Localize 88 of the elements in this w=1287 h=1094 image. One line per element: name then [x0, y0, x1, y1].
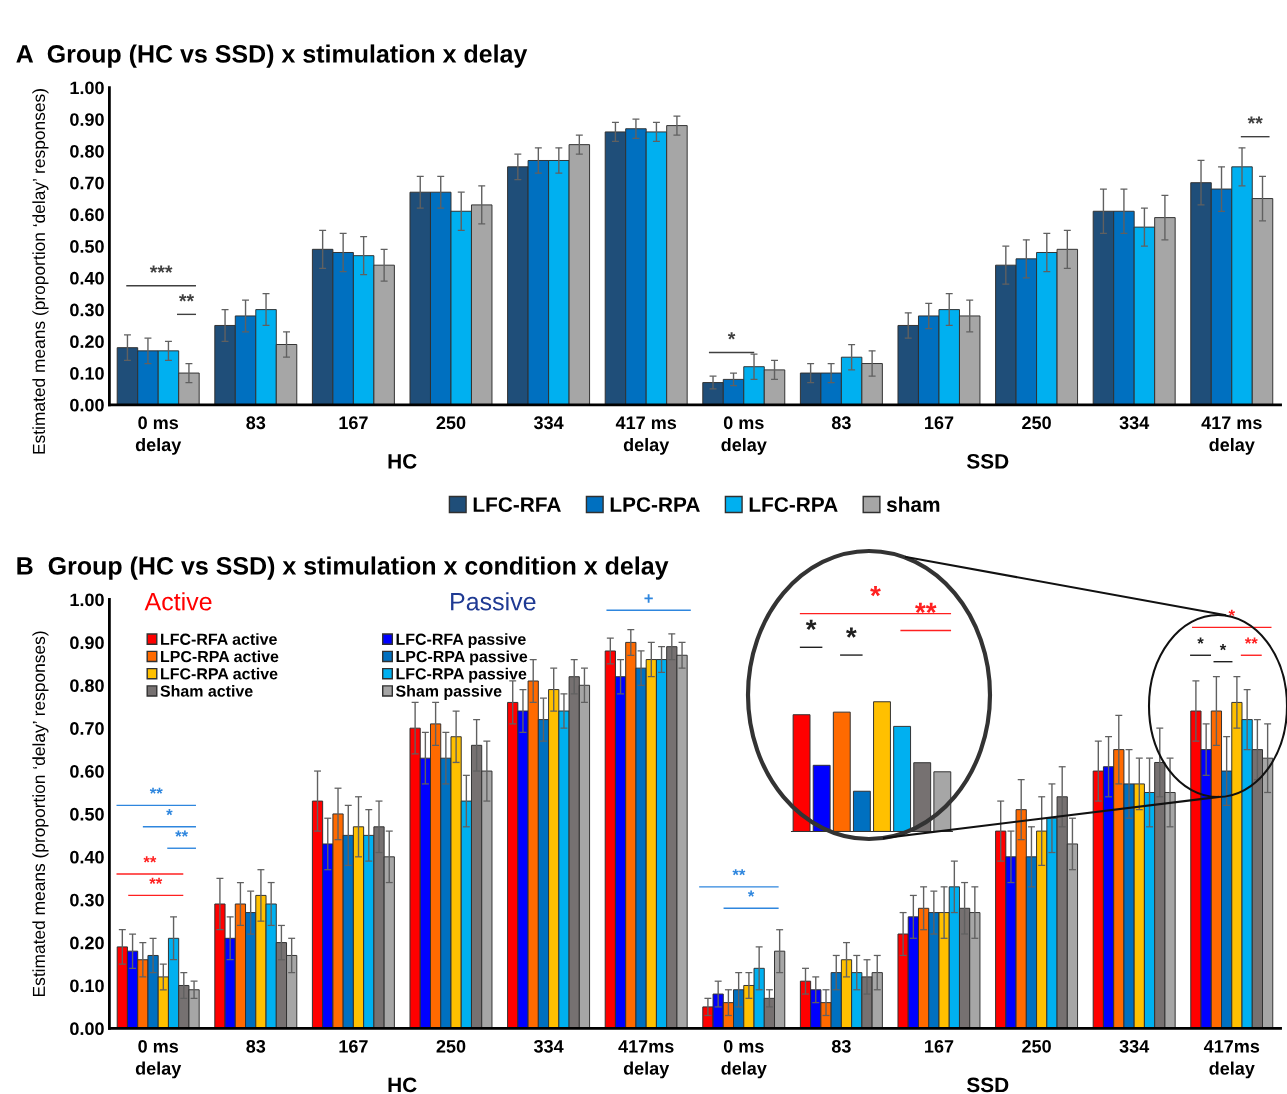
legend-label: Sham active	[160, 685, 253, 697]
x-tick-label: 250	[1022, 416, 1051, 430]
y-tick-label: 0.20	[70, 335, 104, 349]
y-tick-label: 1.00	[70, 81, 104, 95]
legend-label: LPC-RPA active	[161, 650, 279, 663]
annotation: **	[175, 830, 189, 837]
annotation: **	[178, 294, 195, 302]
y-tick-label: 0.10	[70, 979, 104, 993]
annotation: ***	[149, 265, 173, 273]
y-tick-label: 0.40	[70, 850, 104, 864]
x-tick-label: 417ms delay	[618, 1040, 674, 1079]
y-tick-label: 0.80	[70, 144, 104, 158]
chart-title: A Group (HC vs SSD) x stimulation x delay	[16, 44, 528, 68]
annotation: *	[805, 619, 817, 630]
text: SSD	[966, 1077, 1009, 1093]
annotation: +	[644, 594, 653, 603]
annotation: **	[732, 869, 746, 876]
x-tick-label: 334	[533, 1039, 564, 1053]
y-tick-label: 0.60	[70, 764, 104, 778]
chart-title: B Group (HC vs SSD) x stimulation x condition x delay	[17, 556, 669, 580]
x-tick-label: 0 ms delay	[135, 1039, 182, 1079]
y-axis-title: Estimated means (proportion ‘delay’ responses)	[32, 89, 49, 454]
annotation: *	[1219, 643, 1227, 651]
legend-label: sham	[886, 496, 940, 512]
legend-label: LFC-RPA	[749, 497, 838, 512]
annotation: Passive	[451, 592, 536, 611]
y-tick-label: 0.20	[70, 936, 104, 950]
y-tick-label: 0.10	[70, 366, 104, 380]
annotation: **	[1247, 116, 1263, 124]
legend-label: LPC-RPA passive	[396, 650, 528, 666]
y-tick-label: 0.40	[70, 271, 104, 285]
x-tick-label: 83	[831, 1039, 851, 1053]
y-tick-label: 0.90	[70, 636, 104, 650]
text: HC	[388, 1077, 417, 1093]
legend-label: LFC-RFA passive	[396, 633, 526, 649]
x-tick-label: 167	[925, 1039, 954, 1053]
annotation: **	[143, 856, 157, 863]
annotation: **	[149, 787, 163, 794]
x-tick-label: 0 ms delay	[721, 1039, 767, 1079]
annotation: *	[846, 627, 857, 638]
x-tick-label: 417 ms delay	[1201, 416, 1262, 455]
x-tick-label: 250	[1022, 1039, 1051, 1053]
y-axis-title: Estimated means (proportion ‘delay’ responses)	[32, 631, 49, 996]
x-tick-label: 167	[339, 1039, 368, 1053]
x-tick-label: 0 ms delay	[721, 416, 767, 455]
y-tick-label: 0.30	[70, 893, 104, 907]
y-tick-label: 0.80	[70, 679, 104, 692]
text: *	[870, 585, 881, 597]
annotation: *	[747, 890, 755, 897]
y-tick-label: 0.00	[70, 1022, 104, 1036]
x-tick-label: 83	[831, 416, 851, 430]
legend-label: LFC-RPA passive	[396, 667, 527, 683]
y-tick-label: 1.00	[70, 593, 104, 607]
x-tick-label: 250	[436, 1039, 466, 1053]
y-tick-label: 0.70	[70, 722, 104, 735]
y-tick-label: 0.70	[70, 176, 104, 190]
y-tick-label: 0.50	[70, 240, 104, 253]
x-tick-label: 0 ms delay	[135, 416, 182, 455]
annotation: **	[149, 877, 163, 884]
y-tick-label: 0.50	[70, 807, 104, 821]
x-tick-label: 167	[339, 416, 368, 430]
y-tick-label: 0.90	[70, 113, 104, 126]
x-tick-label: 83	[246, 416, 266, 430]
x-tick-label: 417 ms delay	[615, 416, 677, 455]
annotation: *	[1197, 637, 1204, 644]
legend-label: Sham passive	[395, 685, 502, 700]
legend-label: LFC-RFA active	[161, 633, 277, 645]
annotation: Active	[144, 592, 212, 611]
x-tick-label: 83	[246, 1039, 266, 1053]
annotation: **	[1244, 637, 1258, 644]
x-tick-label: 334	[1119, 1039, 1150, 1053]
legend-label: LFC-RFA	[473, 497, 561, 512]
x-tick-label: 417ms delay	[1203, 1040, 1260, 1079]
x-tick-label: 250	[436, 416, 466, 430]
y-tick-label: 0.00	[70, 398, 104, 412]
y-tick-label: 0.60	[70, 208, 104, 222]
x-tick-label: 334	[1119, 416, 1150, 430]
text: SSD	[966, 453, 1009, 469]
y-tick-label: 0.30	[70, 303, 104, 317]
text: HC	[388, 453, 417, 469]
x-tick-label: 334	[533, 416, 564, 430]
x-tick-label: 167	[925, 416, 954, 430]
legend-label: LFC-RPA active	[161, 667, 278, 680]
annotation: **	[915, 602, 937, 614]
legend-label: LPC-RPA	[610, 497, 700, 512]
annotation: *	[727, 332, 736, 340]
annotation: *	[166, 809, 173, 816]
annotation: *	[1228, 609, 1235, 616]
